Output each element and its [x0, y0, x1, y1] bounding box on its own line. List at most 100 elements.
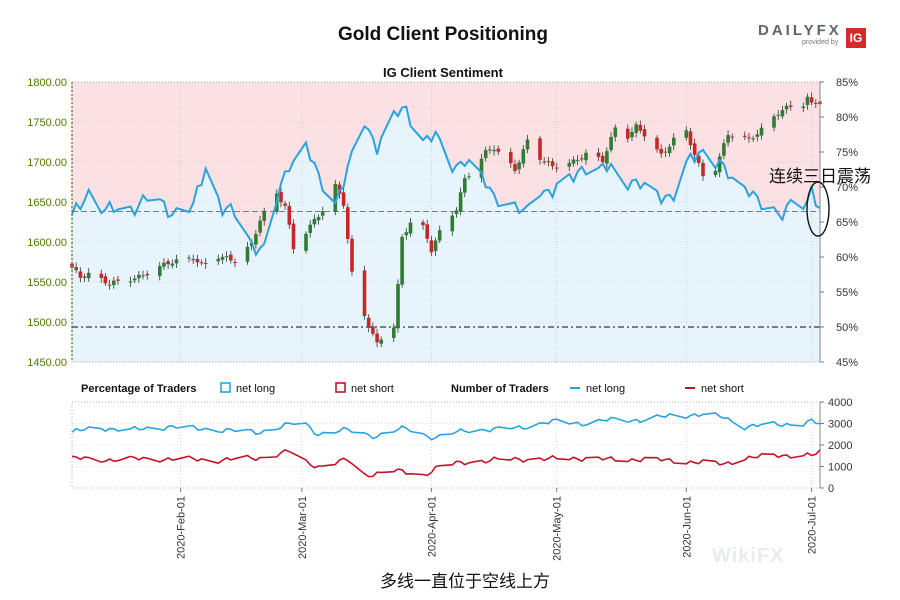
legend: Percentage of Traders net long net short Nu…: [81, 382, 744, 395]
candle: [166, 261, 170, 265]
candle: [772, 116, 776, 128]
candle: [600, 155, 605, 163]
x-axis: 2020-Feb-01 2020-Mar-01 2020-Apr-01 2020-Ma…: [176, 488, 819, 561]
candle: [287, 205, 292, 225]
net-long-count-line: [71, 412, 820, 441]
candle: [780, 110, 785, 117]
candle: [320, 211, 325, 216]
candle: [195, 259, 200, 263]
candle: [717, 156, 722, 173]
candle: [421, 222, 425, 226]
candle: [187, 257, 191, 259]
price-tick-label: 1800.00: [27, 77, 67, 89]
candle: [805, 96, 810, 105]
candle: [550, 161, 555, 167]
candle: [496, 148, 501, 152]
candle: [116, 279, 120, 281]
candle: [375, 333, 379, 343]
price-tick-label: 1450.00: [27, 357, 67, 369]
candle: [170, 263, 175, 266]
candle: [776, 114, 780, 116]
dailyfx-logo: DAILYFX provided by IG: [758, 22, 870, 50]
candle: [672, 137, 676, 146]
legend-net-short-pct-icon: [335, 382, 346, 393]
candle: [283, 203, 287, 206]
candle: [341, 192, 346, 206]
candle: [751, 138, 755, 140]
candle: [103, 276, 108, 284]
candle: [659, 148, 663, 154]
candle: [688, 131, 693, 145]
candle: [392, 327, 396, 338]
candle: [262, 210, 266, 221]
trader-count-panel: 4000 3000 2000 1000 0: [71, 397, 852, 495]
sentiment-tick-label: 55%: [836, 287, 858, 299]
candle: [492, 150, 496, 152]
sentiment-tick-label: 45%: [836, 357, 858, 369]
candle: [655, 137, 659, 150]
candle: [191, 259, 195, 261]
candle: [638, 124, 643, 131]
candle: [463, 178, 467, 193]
candle: [86, 272, 91, 279]
candle: [567, 163, 572, 167]
candle: [663, 151, 668, 153]
price-tick-label: 1700.00: [27, 157, 67, 169]
candle: [216, 258, 221, 262]
candle: [258, 220, 262, 233]
legend-number-label: Number of Traders: [451, 383, 549, 395]
legend-net-long-pct-label: net long: [236, 383, 275, 395]
candle: [400, 236, 404, 285]
candle: [759, 127, 764, 136]
candle: [626, 128, 630, 139]
x-tick-label: 2020-Jul-01: [807, 496, 819, 554]
candle: [609, 137, 613, 151]
candle: [809, 97, 814, 103]
candle: [801, 106, 806, 109]
candle: [642, 129, 647, 137]
sentiment-tick-label: 85%: [836, 77, 858, 89]
candle: [697, 155, 701, 163]
candle: [630, 132, 634, 138]
legend-percentage-label: Percentage of Traders: [81, 383, 197, 395]
candle: [517, 162, 521, 170]
logo-brand: DAILYFX: [758, 22, 842, 39]
candle: [571, 159, 576, 164]
candle: [584, 152, 588, 161]
candle: [692, 143, 697, 155]
candle: [366, 317, 371, 328]
candle: [158, 266, 162, 277]
candle: [483, 150, 488, 159]
candle: [404, 232, 409, 236]
candle: [546, 161, 551, 163]
candle: [575, 159, 580, 161]
candle: [509, 152, 513, 164]
sentiment-tick-label: 80%: [836, 112, 858, 124]
candle: [291, 223, 296, 250]
candle: [199, 262, 204, 264]
count-tick-label: 2000: [828, 440, 852, 452]
caption-text: 多线一直位于空线上方: [380, 572, 550, 592]
count-tick-label: 4000: [828, 397, 852, 409]
price-tick-label: 1600.00: [27, 237, 67, 249]
candle: [542, 161, 546, 163]
candle: [784, 105, 789, 110]
candle: [488, 149, 492, 151]
candle: [132, 278, 137, 281]
candle: [141, 275, 145, 277]
sentiment-tick-label: 60%: [836, 252, 858, 264]
candle: [521, 149, 526, 164]
sentiment-tick-label: 75%: [836, 147, 858, 159]
chart-subtitle: IG Client Sentiment: [383, 65, 504, 80]
candle: [203, 262, 208, 264]
candle: [458, 192, 463, 212]
candle: [634, 124, 638, 133]
candle: [279, 191, 283, 203]
x-tick-label: 2020-Mar-01: [297, 496, 309, 559]
candle: [396, 284, 400, 329]
candle: [245, 246, 250, 262]
x-tick-label: 2020-Apr-01: [426, 496, 438, 557]
candle: [74, 267, 78, 271]
candle: [454, 210, 459, 215]
